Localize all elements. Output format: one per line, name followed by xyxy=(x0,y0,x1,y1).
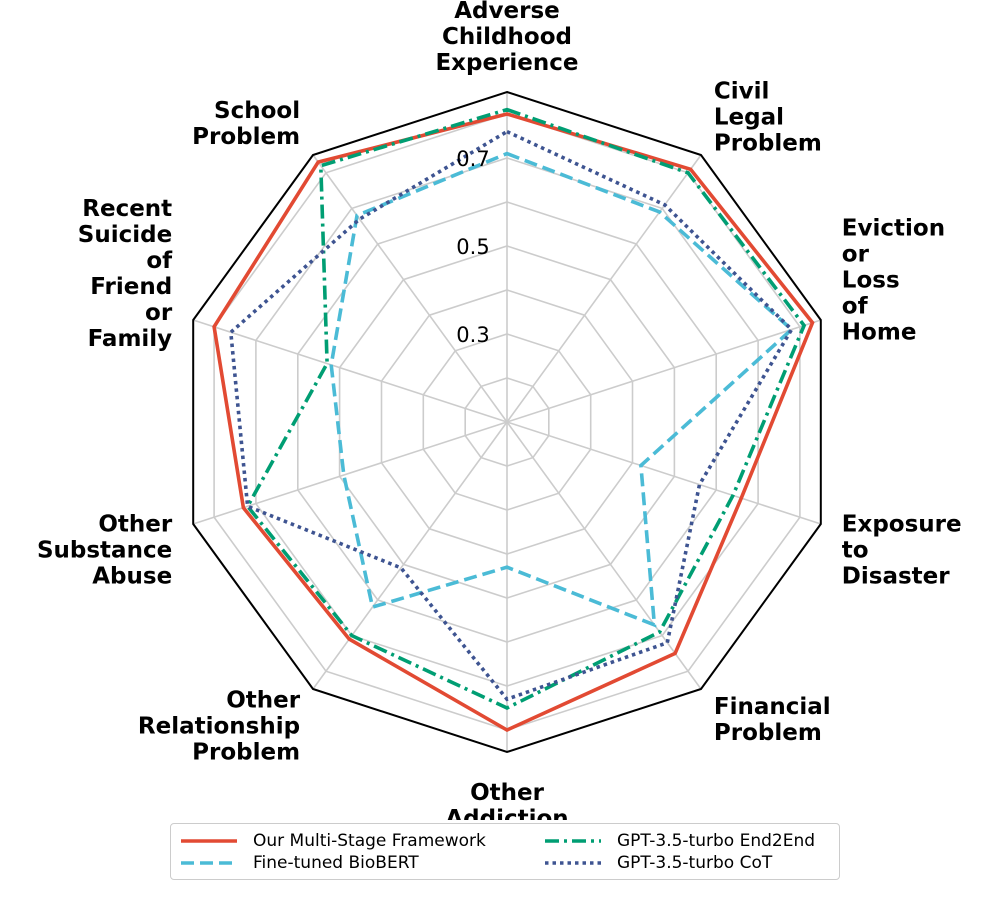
outer-frame xyxy=(192,90,822,754)
tick-label: 0.5 xyxy=(456,235,489,259)
category-label: Financial Problem xyxy=(714,694,831,746)
spoke-line xyxy=(312,154,508,423)
radar-chart: 0.3 0.5 0.7 Adverse Childhood Experience Civil… xyxy=(37,0,962,820)
grid-ring xyxy=(464,377,550,467)
grid-ring xyxy=(380,289,634,555)
category-label: Adverse Childhood Experience xyxy=(435,0,578,76)
series-line-4 xyxy=(228,129,794,702)
grid-ring xyxy=(255,157,759,687)
spoke-line xyxy=(506,319,822,423)
series-line-2 xyxy=(329,151,795,628)
spoke-line xyxy=(506,421,702,690)
legend-swatch-series-4 xyxy=(545,861,601,865)
category-label: School Problem xyxy=(192,98,300,150)
grid-ring xyxy=(338,245,676,599)
legend-label-series-3: GPT-3.5-turbo End2End xyxy=(617,831,816,851)
category-label: Exposure to Disaster xyxy=(842,511,962,589)
spoke-line xyxy=(312,421,508,690)
legend-item-series-3: GPT-3.5-turbo End2End xyxy=(543,830,815,852)
series-line-3 xyxy=(245,107,807,710)
grid-ring xyxy=(422,333,592,511)
spoke-line xyxy=(192,319,508,423)
legend-label-series-1: Our Multi-Stage Framework xyxy=(253,831,486,851)
category-label: Civil Legal Problem xyxy=(714,79,822,157)
legend-item-series-4: GPT-3.5-turbo CoT xyxy=(543,852,772,874)
series-line-1 xyxy=(212,112,815,733)
spoke-line xyxy=(506,421,822,525)
category-label: Other Substance Abuse xyxy=(37,511,173,589)
radar-labels: 0.3 0.5 0.7 Adverse Childhood Experience Civil… xyxy=(37,0,962,820)
radar-series xyxy=(212,107,815,733)
tick-label: 0.7 xyxy=(456,147,489,171)
legend-swatch-series-2 xyxy=(181,861,237,865)
category-label: Other Relationship Problem xyxy=(138,687,301,765)
category-label: Recent Suicide of Friend or Family xyxy=(78,196,173,352)
legend-item-series-2: Fine-tuned BioBERT xyxy=(179,852,419,874)
legend: Our Multi-Stage Framework Fine-tuned Bio… xyxy=(170,823,840,880)
legend-swatch-series-3 xyxy=(545,839,601,843)
category-label: Eviction or Loss of Home xyxy=(842,216,945,346)
legend-item-series-1: Our Multi-Stage Framework xyxy=(179,830,486,852)
category-label: Other Addiction xyxy=(445,780,568,820)
spoke-line xyxy=(192,421,508,525)
radar-grid xyxy=(192,90,822,754)
tick-label: 0.3 xyxy=(456,323,489,347)
legend-swatch-series-1 xyxy=(181,839,237,843)
spoke-line xyxy=(506,154,702,423)
legend-label-series-4: GPT-3.5-turbo CoT xyxy=(617,853,773,873)
legend-label-series-2: Fine-tuned BioBERT xyxy=(253,853,419,873)
